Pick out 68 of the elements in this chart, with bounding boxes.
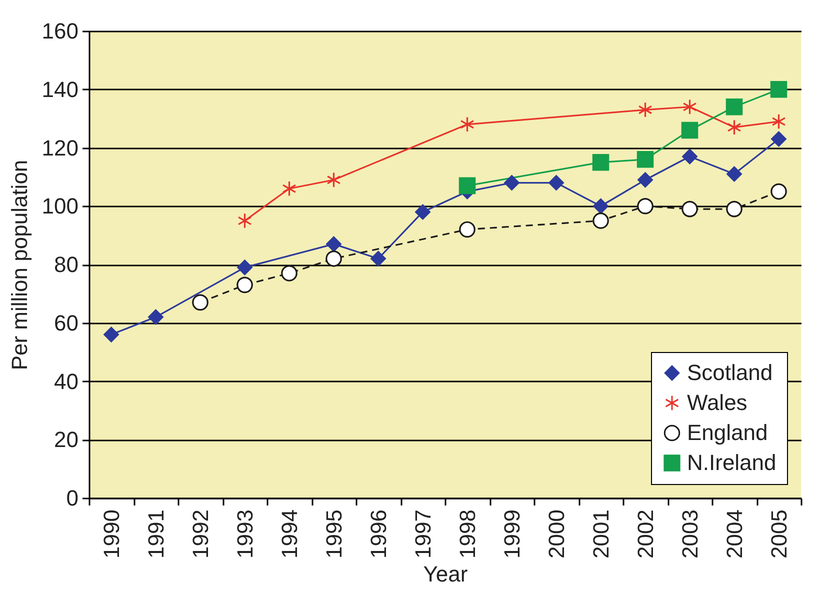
y-axis-title: Per million population	[6, 160, 32, 370]
point	[459, 221, 476, 238]
point	[326, 236, 342, 252]
point	[236, 276, 253, 294]
x-tick-label: 1993	[232, 510, 258, 558]
y-tick-label: 40	[54, 368, 78, 394]
point	[727, 119, 742, 136]
point	[192, 294, 208, 311]
point	[148, 309, 164, 325]
legend-label: England	[687, 420, 768, 445]
point	[682, 200, 698, 218]
point	[548, 175, 564, 190]
x-tick-label: 1997	[410, 510, 436, 558]
point	[237, 260, 252, 276]
y-tick-label: 160	[42, 18, 78, 44]
x-tick-label: 2004	[722, 510, 747, 558]
x-tick-label: 1998	[454, 510, 480, 558]
x-tick-label: 1992	[188, 510, 213, 558]
point	[681, 122, 698, 139]
point	[282, 180, 296, 197]
point	[682, 98, 697, 115]
point	[458, 177, 476, 194]
x-tick-label: 1995	[321, 510, 346, 558]
point	[771, 131, 786, 147]
x-tick-label: 1996	[366, 510, 391, 558]
x-axis-title: Year	[423, 561, 468, 586]
y-tick-label: 140	[42, 76, 78, 102]
x-tick-label: 1991	[143, 510, 168, 558]
point	[638, 172, 653, 188]
point	[593, 198, 608, 214]
point	[104, 326, 119, 342]
y-tick-label: 100	[42, 194, 78, 219]
x-tick-label: 2002	[632, 510, 658, 558]
point	[682, 148, 698, 164]
point	[592, 212, 609, 229]
point	[415, 204, 430, 220]
point	[638, 102, 652, 118]
x-tick-label: 2005	[766, 510, 792, 558]
x-tick-label: 1994	[276, 510, 302, 558]
y-tick-label: 0	[66, 486, 78, 510]
point	[636, 151, 654, 168]
point	[592, 154, 610, 171]
y-tick-label: 80	[54, 252, 78, 277]
point	[460, 116, 474, 132]
x-tick-label: 1990	[98, 510, 124, 558]
point	[504, 175, 520, 190]
x-tick-label: 1999	[499, 510, 524, 558]
point	[772, 114, 786, 130]
x-tick-label: 2000	[544, 510, 569, 558]
point	[326, 172, 341, 188]
point	[770, 183, 787, 200]
x-tick-label: 2003	[677, 510, 702, 558]
legend-label: Wales	[687, 390, 748, 415]
point	[726, 98, 743, 116]
y-tick-label: 20	[54, 427, 78, 452]
y-tick-label: 120	[42, 135, 78, 160]
legend-label: Scotland	[687, 360, 773, 385]
point	[770, 80, 788, 98]
point	[370, 250, 386, 266]
point	[281, 265, 298, 282]
point	[726, 200, 742, 218]
point	[637, 198, 654, 214]
legend-label: N.Ireland	[687, 450, 776, 475]
point	[326, 250, 342, 267]
point	[726, 166, 742, 182]
point	[238, 212, 252, 229]
x-tick-label: 2001	[588, 510, 614, 558]
y-tick-label: 60	[54, 310, 78, 336]
